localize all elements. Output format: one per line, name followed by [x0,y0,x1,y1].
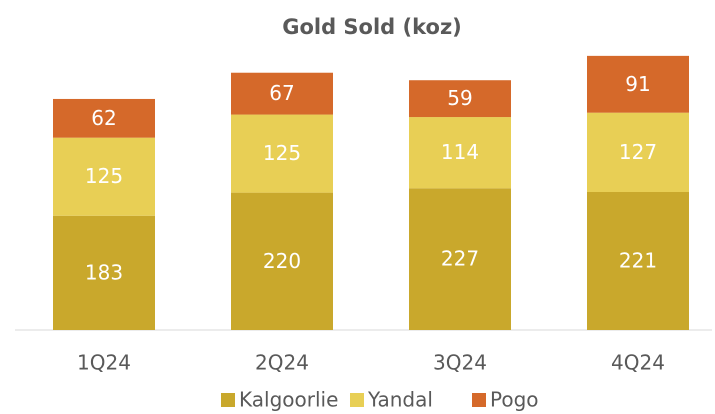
legend-swatch [221,393,235,407]
bar-segment [409,117,511,189]
bar-segment [53,98,155,138]
x-tick-label: 1Q24 [77,351,131,375]
bar-segment [587,191,689,330]
bar-segment [409,80,511,118]
legend-label: Pogo [490,388,539,412]
legend-swatch [350,393,364,407]
bar-segment [53,137,155,216]
bar-segment [231,114,333,193]
data-label: 114 [441,140,479,164]
x-tick-label: 2Q24 [255,351,309,375]
data-label: 127 [619,140,657,164]
bar-segment [409,188,511,330]
bar-segment [587,112,689,192]
bar-segment [231,192,333,330]
data-label: 62 [91,106,116,130]
chart-title: Gold Sold (koz) [282,15,462,39]
data-label: 125 [85,164,123,188]
x-tick-label: 3Q24 [433,351,487,375]
legend-label: Yandal [367,388,433,412]
data-label: 125 [263,141,301,165]
legend-swatch [472,393,486,407]
bar-segment [587,55,689,113]
data-label: 59 [447,86,472,110]
data-label: 91 [625,72,650,96]
data-label: 220 [263,249,301,273]
legend-label: Kalgoorlie [239,388,338,412]
x-tick-label: 4Q24 [611,351,665,375]
data-label: 183 [85,260,123,284]
bar-segment [53,215,155,330]
bar-segment [231,72,333,115]
data-label: 67 [269,81,294,105]
data-label: 227 [441,247,479,271]
data-label: 221 [619,248,657,272]
